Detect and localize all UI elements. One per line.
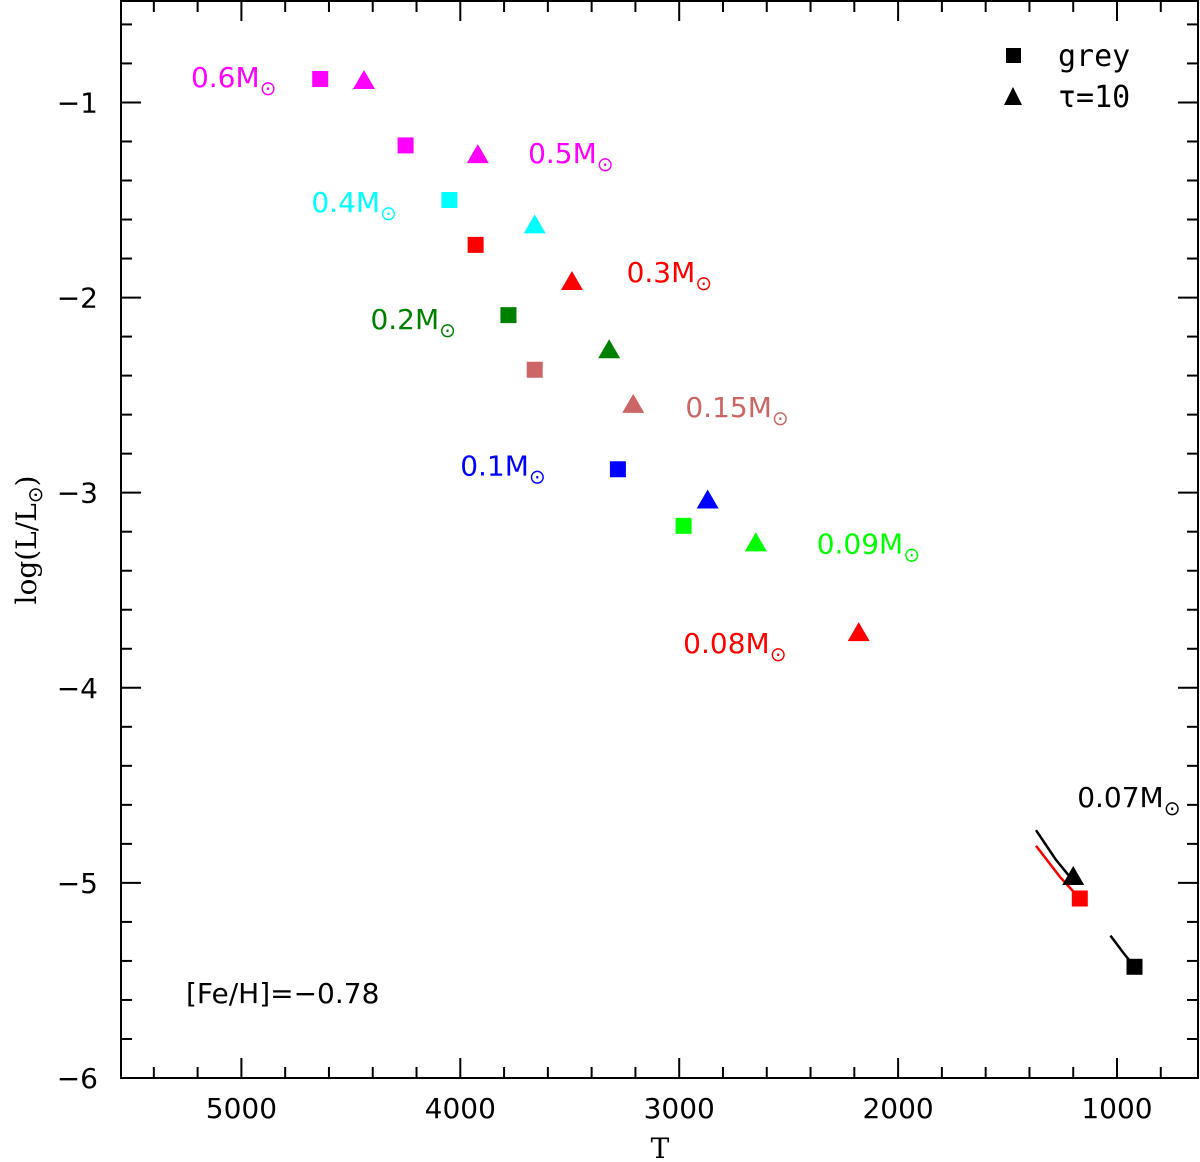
series-label-mass: 0.6M: [191, 61, 260, 94]
tau10-triangle-point: [622, 393, 645, 413]
y-tick-label: −1: [57, 86, 98, 119]
series-label-sun: ⊙: [260, 76, 277, 100]
series-label-sun: ⊙: [529, 464, 546, 488]
tau10-triangle-point: [847, 622, 870, 642]
series-label: 0.08M⊙: [683, 627, 786, 666]
series-label-sun: ⊙: [597, 152, 614, 176]
legend-label-grey: grey: [1058, 39, 1130, 74]
x-tick-label: 5000: [206, 1092, 277, 1125]
legend-label-tau: τ=10: [1058, 80, 1130, 115]
y-axis-title-main: log(L/L: [10, 503, 43, 604]
x-tick-label: 1000: [1081, 1092, 1152, 1125]
grey-square-point: [312, 71, 329, 88]
series-label-sun: ⊙: [770, 642, 787, 666]
x-tick-label: 4000: [425, 1092, 496, 1125]
series-labels: 0.6M⊙0.5M⊙0.4M⊙0.3M⊙0.2M⊙0.15M⊙0.1M⊙0.09…: [191, 61, 1181, 820]
series-label: 0.6M⊙: [191, 61, 276, 100]
plot-frame: [120, 0, 1199, 1079]
tau10-triangle-point: [523, 214, 546, 234]
tau10-triangle-point: [696, 489, 719, 509]
y-tick-label: −5: [57, 867, 98, 900]
series-label-mass: 0.08M: [683, 627, 770, 660]
series-label-mass: 0.1M: [460, 449, 529, 482]
series-label-mass: 0.2M: [370, 303, 439, 336]
y-axis-title-sun: ⊙: [23, 486, 47, 503]
grey-square-point: [1126, 958, 1143, 975]
series-label-mass: 0.3M: [627, 256, 696, 289]
series-label-sun: ⊙: [695, 271, 712, 295]
y-axis-title: log(L/L⊙): [10, 476, 47, 605]
grey-square-point: [467, 236, 484, 253]
y-tick-label: −4: [57, 672, 98, 705]
series-label: 0.3M⊙: [627, 256, 712, 295]
series-label-sun: ⊙: [380, 201, 397, 225]
series-label-sun: ⊙: [772, 406, 789, 430]
legend-triangle-icon: [1004, 87, 1022, 105]
grey-square-point: [441, 192, 458, 209]
series-label: 0.07M⊙: [1077, 781, 1180, 820]
series-label-sun: ⊙: [439, 318, 456, 342]
axis-ticks: 5000 4000 3000 2000 1000 −1 −2 −3 −4 −5 −6: [57, 1, 1198, 1125]
grey-square-point: [609, 461, 626, 478]
grey-square-point: [675, 517, 692, 534]
series-label-mass: 0.09M: [817, 527, 904, 560]
grey-square-point: [1071, 890, 1088, 907]
series-label: 0.15M⊙: [685, 391, 788, 430]
tau10-triangle-point: [744, 532, 767, 552]
grey-square-point: [526, 361, 543, 378]
y-tick-label: −2: [57, 282, 98, 315]
series-label-mass: 0.5M: [528, 137, 597, 170]
series-label: 0.4M⊙: [311, 186, 396, 225]
metallicity-annotation: [Fe/H]=−0.78: [186, 977, 379, 1010]
y-tick-label: −6: [57, 1062, 98, 1095]
series-label-mass: 0.4M: [311, 186, 380, 219]
series-label-sun: ⊙: [903, 542, 920, 566]
x-tick-label: 3000: [644, 1092, 715, 1125]
tau10-triangle-point: [1062, 866, 1085, 886]
legend: grey τ=10: [1004, 39, 1130, 115]
series-label-mass: 0.07M: [1077, 781, 1164, 814]
x-axis-title: T: [651, 1132, 670, 1162]
grey-square-point: [397, 137, 414, 154]
x-tick-label: 2000: [862, 1092, 933, 1125]
tau10-triangle-point: [598, 339, 621, 359]
series-label: 0.1M⊙: [460, 449, 545, 488]
data-markers: [312, 69, 1143, 975]
series-label: 0.09M⊙: [817, 527, 920, 566]
tau10-triangle-point: [560, 270, 583, 290]
series-label: 0.5M⊙: [528, 137, 613, 176]
legend-square-icon: [1006, 48, 1021, 63]
series-label-mass: 0.15M: [685, 391, 772, 424]
y-axis-title-close: ): [10, 476, 43, 487]
series-label-sun: ⊙: [1164, 796, 1181, 820]
grey-square-point: [500, 307, 517, 324]
series-label: 0.2M⊙: [370, 303, 455, 342]
tau10-triangle-point: [466, 144, 489, 164]
tau10-triangle-point: [352, 69, 375, 89]
y-tick-label: −3: [57, 477, 98, 510]
track-line: [1034, 829, 1075, 882]
